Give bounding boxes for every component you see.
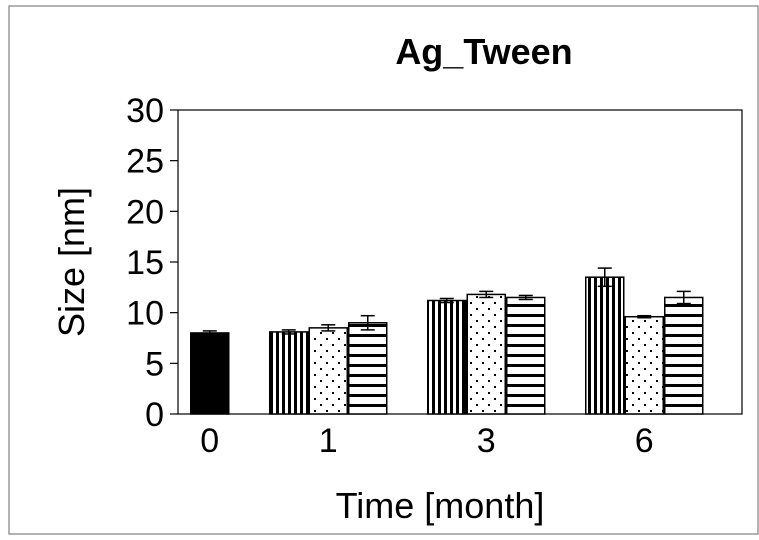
bar-vertical-lines-month-1 [269,331,309,415]
x-axis: 0 1 3 6 [200,422,653,460]
bar-vertical-lines-month-3 [427,299,467,415]
bar-dots-month-6 [624,315,664,415]
y-axis: 0 5 10 15 20 25 30 [126,92,178,434]
bar-horizontal-lines-month-3 [506,296,546,415]
y-tick-label: 20 [126,193,164,231]
bar-dots-month-3 [466,293,506,415]
error-bars [202,267,691,336]
bar-horizontal-lines-month-1 [348,322,388,415]
bar-dots-month-1 [308,327,348,415]
y-tick-label: 5 [145,345,164,383]
bar-horizontal-lines-month-6 [664,296,704,415]
chart-title: Ag_Tween [395,31,572,72]
x-tick-label: 0 [200,422,219,460]
y-tick-label: 30 [126,92,164,130]
x-tick-label: 6 [635,422,654,460]
y-tick-label: 25 [126,143,164,181]
y-tick-label: 10 [126,295,164,333]
y-tick-label: 15 [126,244,164,282]
bar-vertical-lines-month-6 [585,276,625,415]
x-tick-label: 1 [319,422,338,460]
x-tick-label: 3 [477,422,496,460]
bar-solid-month-0 [190,332,230,415]
y-axis-title: Size [nm] [51,187,92,337]
x-axis-title: Time [month] [336,485,545,526]
y-tick-label: 0 [145,396,164,434]
